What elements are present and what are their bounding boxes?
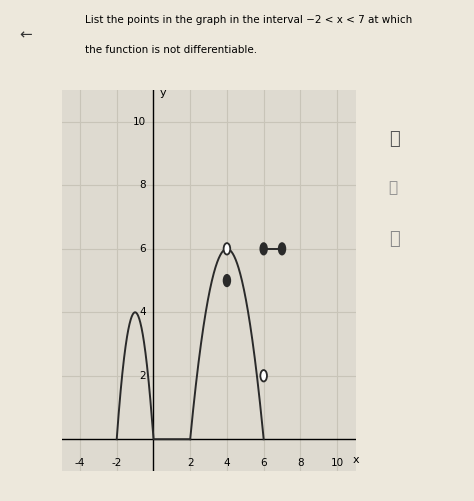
Text: 4: 4 <box>224 458 230 468</box>
Text: 8: 8 <box>297 458 304 468</box>
Circle shape <box>224 275 230 286</box>
Text: 4: 4 <box>139 307 146 317</box>
Text: 2: 2 <box>139 371 146 381</box>
Text: 6: 6 <box>139 244 146 254</box>
Text: -4: -4 <box>75 458 85 468</box>
Circle shape <box>279 243 285 255</box>
Text: List the points in the graph in the interval −2 < x < 7 at which: List the points in the graph in the inte… <box>85 15 412 25</box>
Circle shape <box>224 243 230 255</box>
Text: 6: 6 <box>260 458 267 468</box>
Text: 10: 10 <box>330 458 344 468</box>
Text: ⧉: ⧉ <box>389 230 400 248</box>
Text: -2: -2 <box>111 458 122 468</box>
Text: 2: 2 <box>187 458 193 468</box>
Text: 8: 8 <box>139 180 146 190</box>
Text: 🔍: 🔍 <box>389 130 400 148</box>
Text: 🔍: 🔍 <box>389 180 398 195</box>
Circle shape <box>260 370 267 381</box>
Text: 10: 10 <box>133 117 146 127</box>
Text: the function is not differentiable.: the function is not differentiable. <box>85 45 257 55</box>
Text: y: y <box>160 88 166 98</box>
Circle shape <box>260 243 267 255</box>
Text: ←: ← <box>19 28 32 43</box>
Text: x: x <box>352 455 359 465</box>
